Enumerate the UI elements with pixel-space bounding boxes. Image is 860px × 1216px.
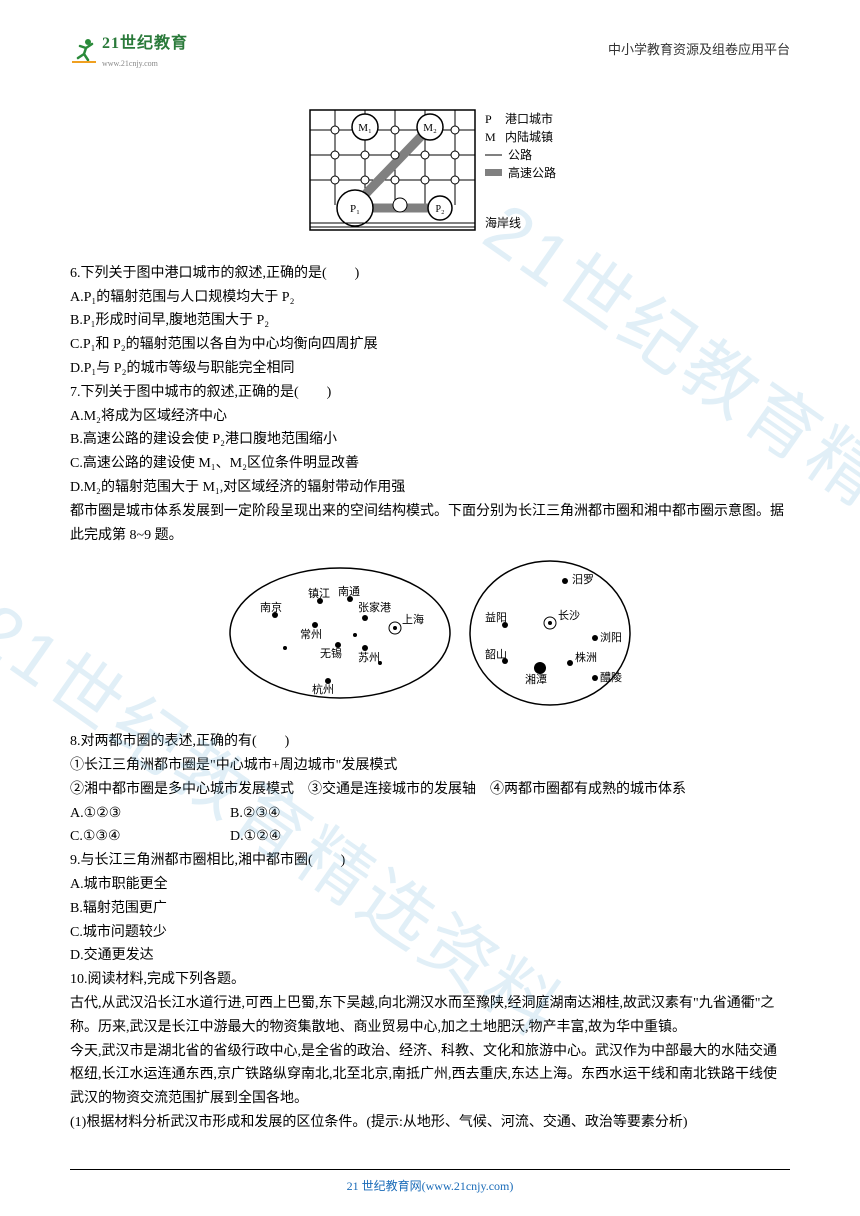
q8-a: A.①②③: [70, 802, 230, 826]
svg-text:南京: 南京: [260, 600, 282, 614]
q10-stem: 10.阅读材料,完成下列各题。: [70, 968, 790, 992]
footer-url: (www.21cnjy.com): [422, 1179, 514, 1193]
legend-coast: 海岸线: [485, 215, 521, 230]
diagram-ports: M₁ M₂ P₁ P₂ P 港口城市 M 内陆城镇 公路 高速公路 海岸线: [70, 105, 790, 254]
svg-text:南通: 南通: [338, 585, 360, 598]
svg-text:长沙: 长沙: [558, 609, 580, 622]
q8-c: C.①③④: [70, 825, 230, 849]
svg-text:韶山: 韶山: [485, 647, 507, 661]
svg-text:杭州: 杭州: [312, 682, 334, 696]
svg-text:M₂: M₂: [423, 122, 437, 134]
q7-a: A.M₂将成为区域经济中心: [70, 405, 790, 429]
legend-road: 公路: [508, 147, 532, 162]
legend-port: 港口城市: [505, 111, 553, 126]
q7-b: B.高速公路的建设会使 P₂港口腹地范围缩小: [70, 428, 790, 452]
runner-icon: [70, 36, 98, 64]
svg-text:浏阳: 浏阳: [600, 630, 622, 644]
page-footer: 21 世纪教育网(www.21cnjy.com): [0, 1169, 860, 1196]
q8-s1: ①长江三角洲都市圈是"中心城市+周边城市"发展模式: [70, 754, 790, 778]
q8-d: D.①②④: [230, 825, 390, 849]
svg-text:镇江: 镇江: [308, 586, 330, 600]
footer-brand: 21 世纪教育网: [347, 1179, 422, 1193]
logo-main: 21世纪教育: [102, 30, 188, 57]
q8-b: B.②③④: [230, 802, 390, 826]
metro-circle-maps: 南京 镇江 南通 常州 张家港 无锡 苏州 上海 杭州 汨罗 益阳 长沙 浏阳 …: [70, 553, 790, 722]
q6-c: C.P₁和 P₂的辐射范围以各自为中心均衡向四周扩展: [70, 333, 790, 357]
q8-s2: ②湘中都市圈是多中心城市发展模式 ③交通是连接城市的发展轴 ④两都市圈都有成熟的…: [70, 778, 790, 802]
svg-text:株洲: 株洲: [575, 650, 597, 664]
svg-text:上海: 上海: [402, 612, 424, 626]
q6-b: B.P₁形成时间早,腹地范围大于 P₂: [70, 309, 790, 333]
page-header: 21世纪教育 www.21cnjy.com 中小学教育资源及组卷应用平台: [70, 30, 790, 71]
legend-highway: 高速公路: [508, 165, 556, 180]
q6-stem: 6.下列关于图中港口城市的叙述,正确的是( ): [70, 262, 790, 286]
port-network-diagram: M₁ M₂ P₁ P₂ P 港口城市 M 内陆城镇 公路 高速公路 海岸线: [280, 105, 580, 245]
svg-text:常州: 常州: [300, 628, 322, 641]
q10-p2: 今天,武汉市是湖北省的省级行政中心,是全省的政治、经济、科教、文化和旅游中心。武…: [70, 1040, 790, 1111]
q8-row2: C.①③④ D.①②④: [70, 825, 790, 849]
q9-b: B.辐射范围更广: [70, 897, 790, 921]
svg-text:P: P: [485, 112, 492, 126]
svg-text:M: M: [485, 130, 496, 144]
svg-text:无锡: 无锡: [320, 646, 342, 660]
logo-text: 21世纪教育 www.21cnjy.com: [102, 30, 188, 71]
svg-text:湘潭: 湘潭: [525, 672, 547, 686]
svg-text:益阳: 益阳: [485, 610, 507, 624]
logo-sub: www.21cnjy.com: [102, 57, 188, 71]
svg-text:汨罗: 汨罗: [572, 573, 594, 586]
header-subtitle: 中小学教育资源及组卷应用平台: [608, 39, 790, 61]
q7-d: D.M₂的辐射范围大于 M₁,对区域经济的辐射带动作用强: [70, 476, 790, 500]
q9-stem: 9.与长江三角洲都市圈相比,湘中都市圈( ): [70, 849, 790, 873]
svg-text:苏州: 苏州: [358, 651, 380, 664]
svg-text:醴陵: 醴陵: [600, 671, 622, 684]
logo: 21世纪教育 www.21cnjy.com: [70, 30, 188, 71]
content: M₁ M₂ P₁ P₂ P 港口城市 M 内陆城镇 公路 高速公路 海岸线 6.…: [70, 105, 790, 1135]
q9-a: A.城市职能更全: [70, 873, 790, 897]
legend-inland: 内陆城镇: [505, 129, 553, 144]
svg-text:P₂: P₂: [435, 204, 444, 215]
q6-d: D.P₁与 P₂的城市等级与职能完全相同: [70, 357, 790, 381]
q9-c: C.城市问题较少: [70, 921, 790, 945]
passage-2: 都市圈是城市体系发展到一定阶段呈现出来的空间结构模式。下面分别为长江三角洲都市圈…: [70, 500, 790, 548]
svg-text:P₁: P₁: [350, 203, 360, 215]
q7-stem: 7.下列关于图中城市的叙述,正确的是( ): [70, 381, 790, 405]
q8-row1: A.①②③ B.②③④: [70, 802, 790, 826]
q6-a: A.P₁的辐射范围与人口规模均大于 P₂: [70, 286, 790, 310]
q10-p1: 古代,从武汉沿长江水道行进,可西上巴蜀,东下吴越,向北溯汉水而至豫陕,经洞庭湖南…: [70, 992, 790, 1040]
q9-d: D.交通更发达: [70, 944, 790, 968]
svg-text:M₁: M₁: [358, 122, 372, 134]
q8-stem: 8.对两都市圈的表述,正确的有( ): [70, 730, 790, 754]
q7-c: C.高速公路的建设使 M₁、M₂区位条件明显改善: [70, 452, 790, 476]
svg-text:张家港: 张家港: [358, 600, 391, 614]
q10-sub1: (1)根据材料分析武汉市形成和发展的区位条件。(提示:从地形、气候、河流、交通、…: [70, 1111, 790, 1135]
